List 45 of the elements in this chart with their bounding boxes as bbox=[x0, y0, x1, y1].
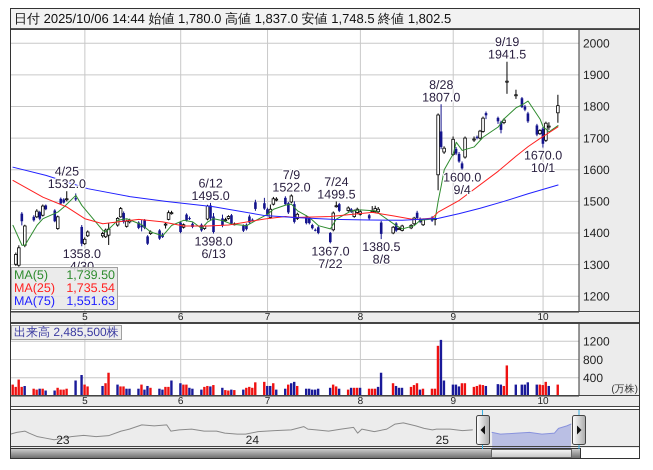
x-tick-label: 6 bbox=[178, 396, 184, 408]
y-tick-label: 400 bbox=[583, 371, 604, 386]
annotation: 7/9 1522.0 bbox=[272, 168, 311, 194]
y-tick-label: 1500 bbox=[583, 194, 610, 209]
y-tick-label: 1300 bbox=[583, 258, 610, 272]
x-tick-label: 10 bbox=[538, 312, 550, 324]
x-tick-label: 9 bbox=[450, 312, 456, 324]
annotation: 1670.0 10/1 bbox=[524, 148, 562, 176]
y-tick-label: 1700 bbox=[583, 131, 610, 146]
y-axis-title: (万株) bbox=[611, 382, 638, 396]
x-tick-label: 23 bbox=[56, 433, 70, 447]
x-tick-label: 5 bbox=[82, 396, 88, 408]
y-tick-label: 1200 bbox=[583, 289, 610, 304]
chart-title: 日付 2025/10/06 14:44 始値 1,780.0 高値 1,837.0 安値 1,748.5 終値 1,802.5 bbox=[10, 8, 640, 29]
annotation: 1,551.63 bbox=[66, 294, 115, 308]
x-tick-label: 7 bbox=[264, 396, 271, 408]
x-tick-label: 25 bbox=[436, 433, 450, 447]
annotation: 6/12 1495.0 bbox=[192, 176, 230, 203]
y-tick-label: 1200 bbox=[583, 334, 610, 349]
text: MA(75) bbox=[14, 294, 55, 308]
annotation: 7/24 1499.5 bbox=[317, 174, 356, 202]
annotation: 1398.0 6/13 bbox=[194, 234, 233, 262]
x-tick-label: 24 bbox=[246, 433, 260, 447]
y-tick-label: 1400 bbox=[583, 226, 610, 240]
series-label: MA(5) bbox=[14, 268, 48, 282]
text: MA(25) bbox=[14, 281, 55, 295]
y-tick-label: 1800 bbox=[583, 100, 610, 114]
annotation: 1600.0 9/4 bbox=[443, 170, 482, 198]
annotation: 1,735.54 bbox=[66, 281, 115, 295]
y-tick-label: 1600 bbox=[583, 162, 610, 177]
annotation: 8/28 1807.0 bbox=[422, 78, 460, 104]
y-tick-label: 800 bbox=[583, 352, 604, 367]
x-tick-label: 5 bbox=[82, 312, 88, 324]
x-tick-label: 7 bbox=[264, 312, 271, 324]
x-tick-label: 9 bbox=[450, 396, 456, 408]
x-tick-label: 6 bbox=[178, 312, 184, 324]
annotation: 1380.5 8/8 bbox=[362, 240, 401, 267]
x-tick-label: 10 bbox=[538, 396, 550, 408]
annotation: 9/19 1941.5 bbox=[488, 35, 526, 62]
y-tick-label: 2000 bbox=[583, 36, 610, 50]
x-tick-label: 8 bbox=[358, 396, 364, 408]
y-tick-label: 1900 bbox=[583, 68, 610, 82]
x-tick-label: 8 bbox=[358, 312, 364, 324]
chart-title: 出来高 2,485,500株 bbox=[11, 325, 122, 340]
annotation: 1367.0 7/22 bbox=[311, 244, 350, 271]
